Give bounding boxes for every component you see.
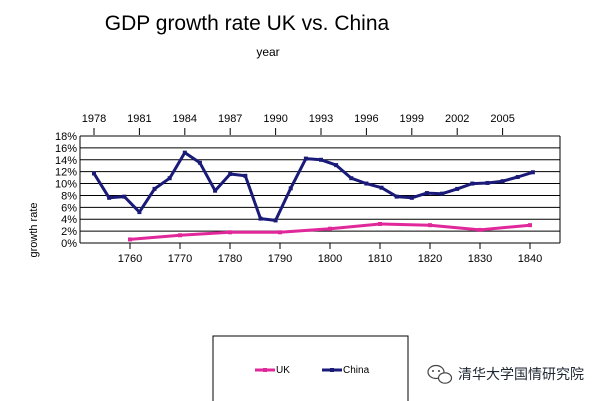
legend-uk-marker: [263, 368, 267, 372]
bottom-tick-label: 1770: [168, 253, 192, 265]
data-point-uk: [228, 230, 232, 235]
series-layer: [92, 150, 535, 242]
data-point-china: [334, 163, 339, 168]
data-point-china: [349, 176, 354, 181]
legend-box: [212, 335, 409, 401]
data-point-china: [228, 172, 233, 177]
data-point-china: [182, 150, 187, 155]
y-tick-label: 4%: [61, 214, 77, 226]
top-tick-label: 1999: [400, 113, 424, 125]
top-tick-label: 1978: [82, 113, 106, 125]
watermark-text: 清华大学国情研究院: [458, 367, 584, 383]
top-tick-label: 2005: [490, 113, 514, 125]
top-tick-label: 1984: [173, 113, 197, 125]
data-point-china: [107, 195, 112, 200]
data-point-uk: [178, 233, 182, 238]
data-point-china: [500, 179, 505, 184]
y-tick-label: 6%: [61, 202, 77, 214]
top-axis-label: year: [256, 45, 279, 59]
legend: UK China: [212, 335, 409, 401]
watermark: 清华大学国情研究院: [427, 364, 584, 384]
data-point-china: [303, 156, 308, 161]
data-point-china: [424, 191, 429, 196]
bottom-tick-label: 1780: [218, 253, 242, 265]
y-tick-label: 0%: [61, 238, 77, 250]
data-point-uk: [428, 223, 432, 228]
series-line-china: [92, 151, 534, 222]
chart-title: GDP growth rate UK vs. China: [105, 12, 390, 35]
data-point-china: [455, 186, 460, 191]
data-point-china: [440, 191, 445, 196]
data-point-china: [530, 170, 535, 175]
y-tick-label: 16%: [55, 143, 77, 155]
data-point-china: [258, 216, 263, 221]
data-point-china: [319, 157, 323, 162]
top-tick-label: 2002: [445, 113, 469, 125]
bottom-tick-label: 1760: [118, 253, 142, 265]
data-point-china: [379, 185, 384, 190]
y-tick-label: 10%: [55, 179, 77, 191]
data-point-china: [409, 195, 414, 200]
top-tick-label: 1990: [263, 113, 287, 125]
y-axis-ticks: 0%2%4%6%8%10%12%14%16%18%: [55, 131, 77, 250]
data-point-china: [167, 176, 172, 181]
top-tick-label: 1987: [218, 113, 242, 125]
wechat-icon: [427, 364, 453, 384]
data-point-uk: [478, 227, 482, 232]
data-point-china: [470, 181, 475, 186]
top-tick-label: 1993: [309, 113, 333, 125]
data-point-uk: [528, 223, 532, 228]
top-tick-label: 1996: [354, 113, 378, 125]
data-point-china: [137, 210, 142, 215]
bottom-tick-label: 1790: [268, 253, 292, 265]
legend-china-marker: [330, 368, 334, 372]
bottom-tick-label: 1810: [368, 253, 392, 265]
data-point-china: [92, 171, 96, 176]
data-point-china: [243, 173, 248, 178]
top-tick-label: 1981: [127, 113, 151, 125]
bottom-tick-label: 1840: [518, 253, 542, 265]
y-tick-label: 18%: [55, 131, 77, 143]
bottom-tick-label: 1800: [318, 253, 342, 265]
y-tick-label: 12%: [55, 167, 77, 179]
data-point-uk: [278, 230, 282, 235]
bottom-tick-label: 1820: [418, 253, 442, 265]
bottom-axis-ticks: 1760 1770 1780 1790 1800 1810 1820 1830 1840: [118, 243, 542, 265]
top-axis-ticks: 1978 1981 1984 1987 1990 1993 1996 1999 2002 2005: [82, 113, 515, 135]
data-point-china: [515, 175, 520, 180]
data-point-china: [152, 186, 157, 191]
y-tick-label: 14%: [55, 155, 77, 167]
data-point-china: [485, 180, 490, 185]
y-tick-label: 8%: [61, 190, 77, 202]
data-point-china: [213, 188, 218, 193]
data-point-uk: [378, 221, 382, 226]
data-point-china: [197, 160, 202, 165]
y-axis-title: growth rate: [28, 202, 40, 257]
series-line-uk: [129, 222, 531, 241]
y-tick-label: 2%: [61, 226, 77, 238]
bottom-tick-label: 1830: [468, 253, 492, 265]
legend-uk-label: UK: [276, 365, 290, 376]
data-point-uk: [128, 237, 132, 242]
data-point-china: [394, 194, 399, 199]
gridlines: [79, 135, 561, 244]
data-point-china: [364, 181, 369, 186]
data-point-china: [122, 194, 127, 199]
data-point-uk: [328, 226, 332, 231]
data-point-china: [273, 218, 278, 223]
legend-china-label: China: [343, 365, 370, 376]
data-point-china: [288, 186, 293, 191]
